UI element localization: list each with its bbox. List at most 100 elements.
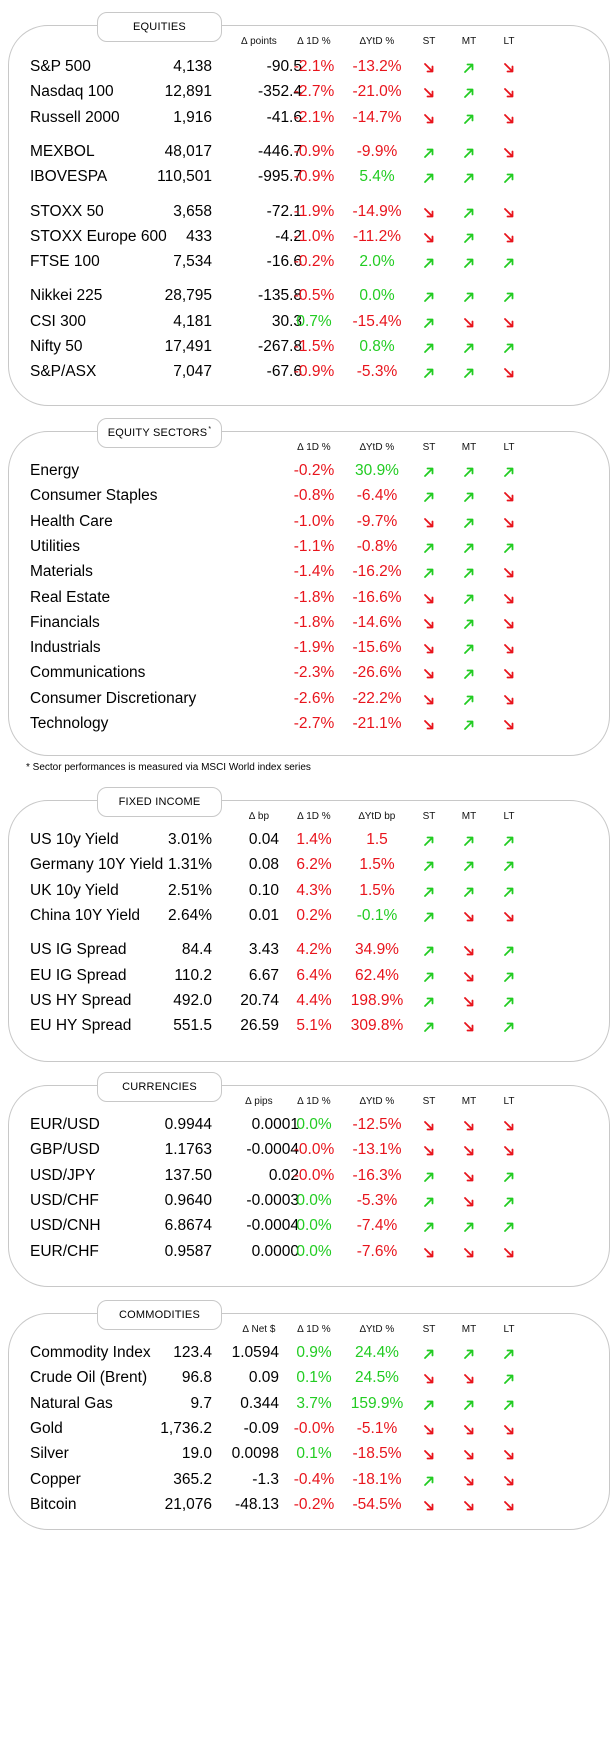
arrow-up-right-icon — [423, 995, 435, 1007]
instrument-name: Copper — [30, 1470, 81, 1488]
change-1d: -1.8% — [293, 613, 335, 631]
instrument-value: 365.2 — [173, 1470, 212, 1488]
change-ytd: 1.5% — [359, 881, 395, 899]
instrument-name: Technology — [30, 715, 109, 732]
arrow-down-right-icon — [423, 617, 435, 629]
change-ytd: -21.0% — [352, 83, 402, 101]
arrow-down-right-icon — [503, 642, 515, 654]
instrument-change: 0.09 — [248, 1369, 279, 1387]
arrow-down-right-icon — [423, 718, 435, 730]
arrow-up-right-icon — [423, 970, 435, 982]
table-row: S&P/ASX 7,047 -67.6 -0.9% -5.3% — [9, 359, 609, 387]
instrument-value: 7,047 — [173, 363, 212, 381]
change-ytd: 30.9% — [355, 462, 399, 479]
header-st: ST — [422, 36, 436, 47]
arrow-up-right-icon — [423, 1347, 435, 1359]
header-change: ∆ bp — [248, 811, 270, 822]
change-1d: -1.8% — [293, 588, 335, 606]
change-1d: -1.0% — [293, 227, 335, 245]
instrument-value: 123.4 — [173, 1344, 212, 1361]
header-d1: ∆ 1D % — [297, 811, 331, 822]
arrow-up-right-icon — [463, 171, 475, 184]
arrow-down-right-icon — [463, 1020, 475, 1032]
arrow-down-right-icon — [503, 910, 515, 922]
table-row: S&P 500 4,138 -90.5 -2.1% -13.2% — [9, 54, 609, 82]
instrument-change: 20.74 — [240, 991, 279, 1009]
arrow-up-right-icon — [463, 541, 475, 553]
arrow-down-right-icon — [503, 1499, 515, 1511]
header-st: ST — [422, 1324, 436, 1335]
change-ytd: 0.0% — [359, 287, 395, 305]
panel-title-text: CURRENCIES — [122, 1081, 197, 1093]
arrow-down-right-icon — [503, 146, 515, 158]
header-st: ST — [422, 442, 436, 453]
change-ytd: 2.0% — [359, 253, 395, 271]
instrument-change: 0.10 — [248, 881, 279, 899]
arrow-up-right-icon — [423, 341, 435, 353]
table-row: Materials -1.4% -16.2% — [9, 559, 609, 587]
table-row: Communications -2.3% -26.6% — [9, 660, 609, 688]
header-mt: MT — [461, 811, 477, 822]
arrow-up-right-icon — [463, 341, 475, 353]
arrow-up-right-icon — [423, 1170, 435, 1182]
arrow-down-right-icon — [423, 1372, 435, 1384]
change-1d: 5.1% — [296, 1017, 332, 1035]
instrument-value: 96.8 — [181, 1369, 212, 1387]
table-row: US 10y Yield 3.01% 0.04 1.4% 1.5 — [9, 827, 609, 855]
table-row: STOXX 50 3,658 -72.1 -1.9% -14.9% — [9, 199, 609, 227]
change-ytd: 5.4% — [359, 168, 395, 186]
change-1d: -0.2% — [293, 253, 335, 271]
instrument-value: 6.8674 — [164, 1217, 212, 1235]
currencies-title: CURRENCIES — [97, 1072, 222, 1102]
change-1d: -2.6% — [293, 689, 335, 707]
change-ytd: -7.4% — [356, 1217, 398, 1235]
table-row: EUR/CHF 0.9587 0.0000 0.0% -7.6% — [9, 1239, 609, 1267]
arrow-up-right-icon — [463, 465, 475, 477]
table-row: Gold 1,736.2 -0.09 -0.0% -5.1% — [9, 1416, 609, 1444]
instrument-change: -267.8 — [258, 338, 302, 355]
instrument-name: CSI 300 — [30, 312, 87, 330]
arrow-down-right-icon — [463, 1170, 475, 1182]
instrument-name: EU IG Spread — [30, 966, 127, 984]
arrow-up-right-icon — [463, 693, 475, 705]
arrow-up-right-icon — [503, 341, 515, 353]
arrow-up-right-icon — [423, 1398, 435, 1410]
change-1d: 0.0% — [296, 1116, 332, 1133]
instrument-name: Bitcoin — [30, 1495, 77, 1513]
table-row: EU HY Spread 551.5 26.59 5.1% 309.8% — [9, 1013, 609, 1041]
instrument-value: 0.9640 — [164, 1191, 212, 1209]
currencies-panel: CURRENCIES ∆ pips ∆ 1D % ∆YtD % ST MT LT EUR/US… — [8, 1072, 610, 1287]
column-headers: ∆ bp ∆ 1D % ∆YtD bp ST MT LT — [9, 811, 609, 825]
change-ytd: -16.2% — [352, 563, 402, 581]
instrument-name: EUR/USD — [30, 1116, 100, 1133]
instrument-value: 0.9944 — [164, 1116, 212, 1133]
table-row: CSI 300 4,181 30.3 0.7% -15.4% — [9, 309, 609, 337]
change-1d: 0.0% — [296, 1191, 332, 1209]
instrument-name: MEXBOL — [30, 142, 95, 160]
arrow-up-right-icon — [423, 566, 435, 579]
change-1d: 0.9% — [296, 1344, 332, 1361]
change-1d: -0.5% — [293, 287, 335, 305]
arrow-up-right-icon — [503, 1020, 515, 1032]
instrument-change: -995.7 — [258, 168, 302, 186]
arrow-up-right-icon — [463, 516, 475, 528]
table-row: Consumer Staples -0.8% -6.4% — [9, 483, 609, 511]
arrow-up-right-icon — [463, 566, 475, 579]
instrument-name: Natural Gas — [30, 1394, 113, 1412]
arrow-down-right-icon — [503, 1246, 515, 1258]
arrow-up-right-icon — [503, 1372, 515, 1385]
sector-footnote: * Sector performances is measured via MS… — [26, 762, 311, 773]
equities-title: EQUITIES — [97, 12, 222, 42]
instrument-name: UK 10y Yield — [30, 881, 119, 899]
instrument-value: 84.4 — [181, 941, 212, 959]
arrow-up-right-icon — [463, 146, 475, 158]
instrument-name: Materials — [30, 563, 93, 581]
change-1d: 0.2% — [296, 906, 332, 924]
arrow-down-right-icon — [503, 366, 515, 378]
instrument-change: 0.01 — [248, 906, 279, 924]
instrument-value: 17,491 — [164, 338, 212, 355]
change-1d: 4.2% — [296, 941, 332, 959]
instrument-value: 19.0 — [181, 1445, 212, 1463]
instrument-name: Silver — [30, 1445, 69, 1463]
arrow-up-right-icon — [503, 256, 515, 268]
